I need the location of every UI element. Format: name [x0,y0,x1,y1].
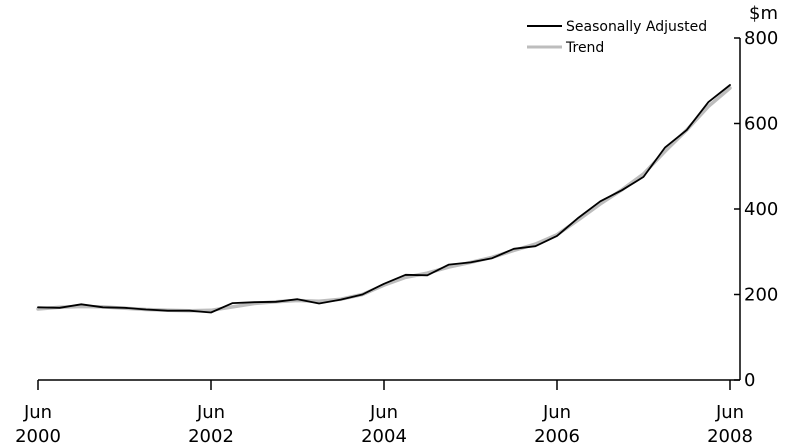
y-tick-label: 0 [744,370,755,391]
x-tick-label-year: 2000 [15,426,61,447]
x-tick-label-month: Jun [715,402,744,423]
legend: Seasonally Adjusted Trend [527,19,707,56]
legend-label-seasonally-adjusted: Seasonally Adjusted [566,19,707,35]
x-tick-label-month: Jun [196,402,225,423]
y-tick-label: 400 [744,199,778,220]
y-tick-label: 600 [744,114,778,135]
y-tick-label: 800 [744,28,778,49]
seasonally-adjusted-series-line [37,84,731,314]
y-axis-unit: $m [749,3,778,24]
x-tick-label-month: Jun [542,402,571,423]
legend-label-trend: Trend [565,40,604,56]
x-tick-label-year: 2004 [361,426,407,447]
trend-series-line [36,86,732,313]
x-tick-label-year: 2008 [707,426,753,447]
y-tick-label: 200 [744,285,778,306]
x-tick-label-year: 2002 [188,426,234,447]
y-axis-ticks: 0 200 400 600 800 [734,28,778,391]
x-tick-label-month: Jun [23,402,52,423]
x-tick-label-year: 2006 [534,426,580,447]
x-tick-label-month: Jun [369,402,398,423]
series-layer [36,84,732,314]
x-axis-ticks: Jun 2000 Jun 2002 Jun 2004 Jun 2006 Jun 2008 [15,380,753,447]
